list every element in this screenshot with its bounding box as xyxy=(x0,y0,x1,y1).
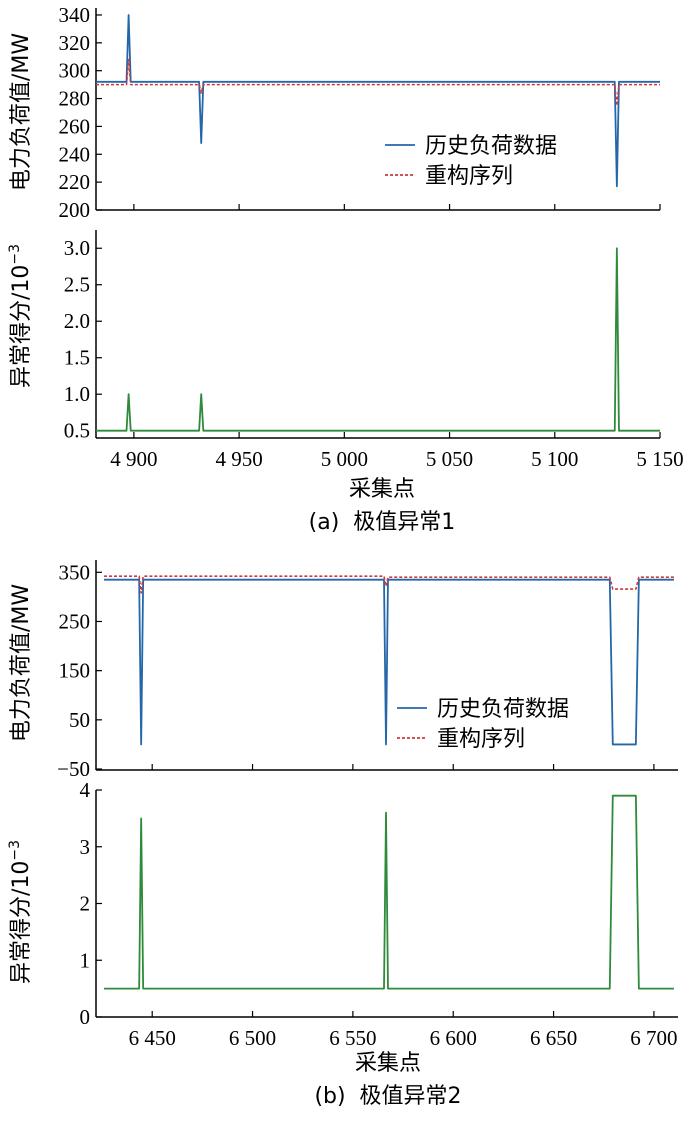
y-tick-label: −50 xyxy=(57,757,90,781)
y-tick-label: 340 xyxy=(59,3,91,27)
x-tick-label: 6 600 xyxy=(430,1026,477,1050)
y-tick-label: 4 xyxy=(80,778,91,802)
series-line-历史负荷数据 xyxy=(104,578,674,746)
y-tick-label: 2.0 xyxy=(64,309,90,333)
y-tick-label: 300 xyxy=(59,59,91,83)
x-tick-label: 6 550 xyxy=(329,1026,376,1050)
y-tick-label: 150 xyxy=(59,659,91,683)
y-tick-label: 320 xyxy=(59,31,91,55)
panel-a-score-ylabel-base: 异常得分/10 xyxy=(9,265,34,388)
x-tick-label: 6 700 xyxy=(630,1026,677,1050)
y-tick-label: 0 xyxy=(80,1005,91,1029)
panel-b-score-ylabel-exp: −3 xyxy=(7,840,23,861)
x-tick-label: 6 450 xyxy=(129,1026,176,1050)
series-line-重构序列 xyxy=(96,58,660,107)
legend-label: 历史负荷数据 xyxy=(437,697,569,722)
legend-label: 重构序列 xyxy=(437,727,525,752)
y-tick-label: 220 xyxy=(59,170,91,194)
x-tick-label: 5 100 xyxy=(531,447,578,471)
panel-b-caption: (b) 极值异常2 xyxy=(314,1084,461,1109)
y-tick-label: 250 xyxy=(59,609,91,633)
x-tick-label: 5 000 xyxy=(321,447,368,471)
panel-a-load-ylabel: 电力负荷值/MW xyxy=(9,33,34,191)
y-tick-label: 1.0 xyxy=(64,382,90,406)
y-tick-label: 3.0 xyxy=(64,236,90,260)
x-tick-label: 5 050 xyxy=(426,447,473,471)
y-tick-label: 200 xyxy=(59,198,91,222)
y-tick-label: 240 xyxy=(59,142,91,166)
series-line-score xyxy=(96,247,660,432)
y-tick-label: 350 xyxy=(59,560,91,584)
y-tick-label: 3 xyxy=(80,835,91,859)
x-tick-label: 6 650 xyxy=(530,1026,577,1050)
x-tick-label: 4 950 xyxy=(215,447,262,471)
y-tick-label: 2.5 xyxy=(64,273,90,297)
panel-a-xlabel: 采集点 xyxy=(349,477,415,502)
series-line-重构序列 xyxy=(104,575,674,594)
x-tick-label: 5 150 xyxy=(636,447,683,471)
x-tick-label: 4 900 xyxy=(110,447,157,471)
panel-b-load-ylabel: 电力负荷值/MW xyxy=(9,584,34,742)
chart-a-bottom: 0.5 1.0 1.5 2.0 2.5 3.0 4 900 4 950 5 000 5 050 5 … xyxy=(64,230,684,471)
y-tick-label: 260 xyxy=(59,114,91,138)
panel-a-score-ylabel-exp: −3 xyxy=(7,244,23,265)
series-line-历史负荷数据 xyxy=(96,14,660,188)
panel-b-score-ylabel: 异常得分/10−3 xyxy=(7,840,34,984)
y-tick-label: 50 xyxy=(69,708,90,732)
plot-area: 200220240260280300320340历史负荷数据重构序列0.51.0… xyxy=(57,3,683,1050)
y-tick-label: 2 xyxy=(80,892,91,916)
legend-label: 重构序列 xyxy=(425,164,513,189)
x-tick-label: 6 500 xyxy=(229,1026,276,1050)
y-tick-label: 1.5 xyxy=(64,346,90,370)
panel-b-score-ylabel-base: 异常得分/10 xyxy=(9,861,34,984)
panel-a-caption: (a) 极值异常1 xyxy=(309,510,456,535)
panel-b-xlabel: 采集点 xyxy=(355,1051,421,1076)
y-tick-label: 280 xyxy=(59,87,91,111)
y-tick-label: 1 xyxy=(80,948,91,972)
legend-label: 历史负荷数据 xyxy=(425,134,557,159)
y-tick-label: 0.5 xyxy=(64,419,90,443)
series-line-score xyxy=(104,794,674,990)
chart-b-bottom: 0 1 2 3 4 6 450 6 500 6 550 6 600 6 650 6 700 xyxy=(80,778,678,1050)
panel-a-score-ylabel: 异常得分/10−3 xyxy=(7,244,34,388)
